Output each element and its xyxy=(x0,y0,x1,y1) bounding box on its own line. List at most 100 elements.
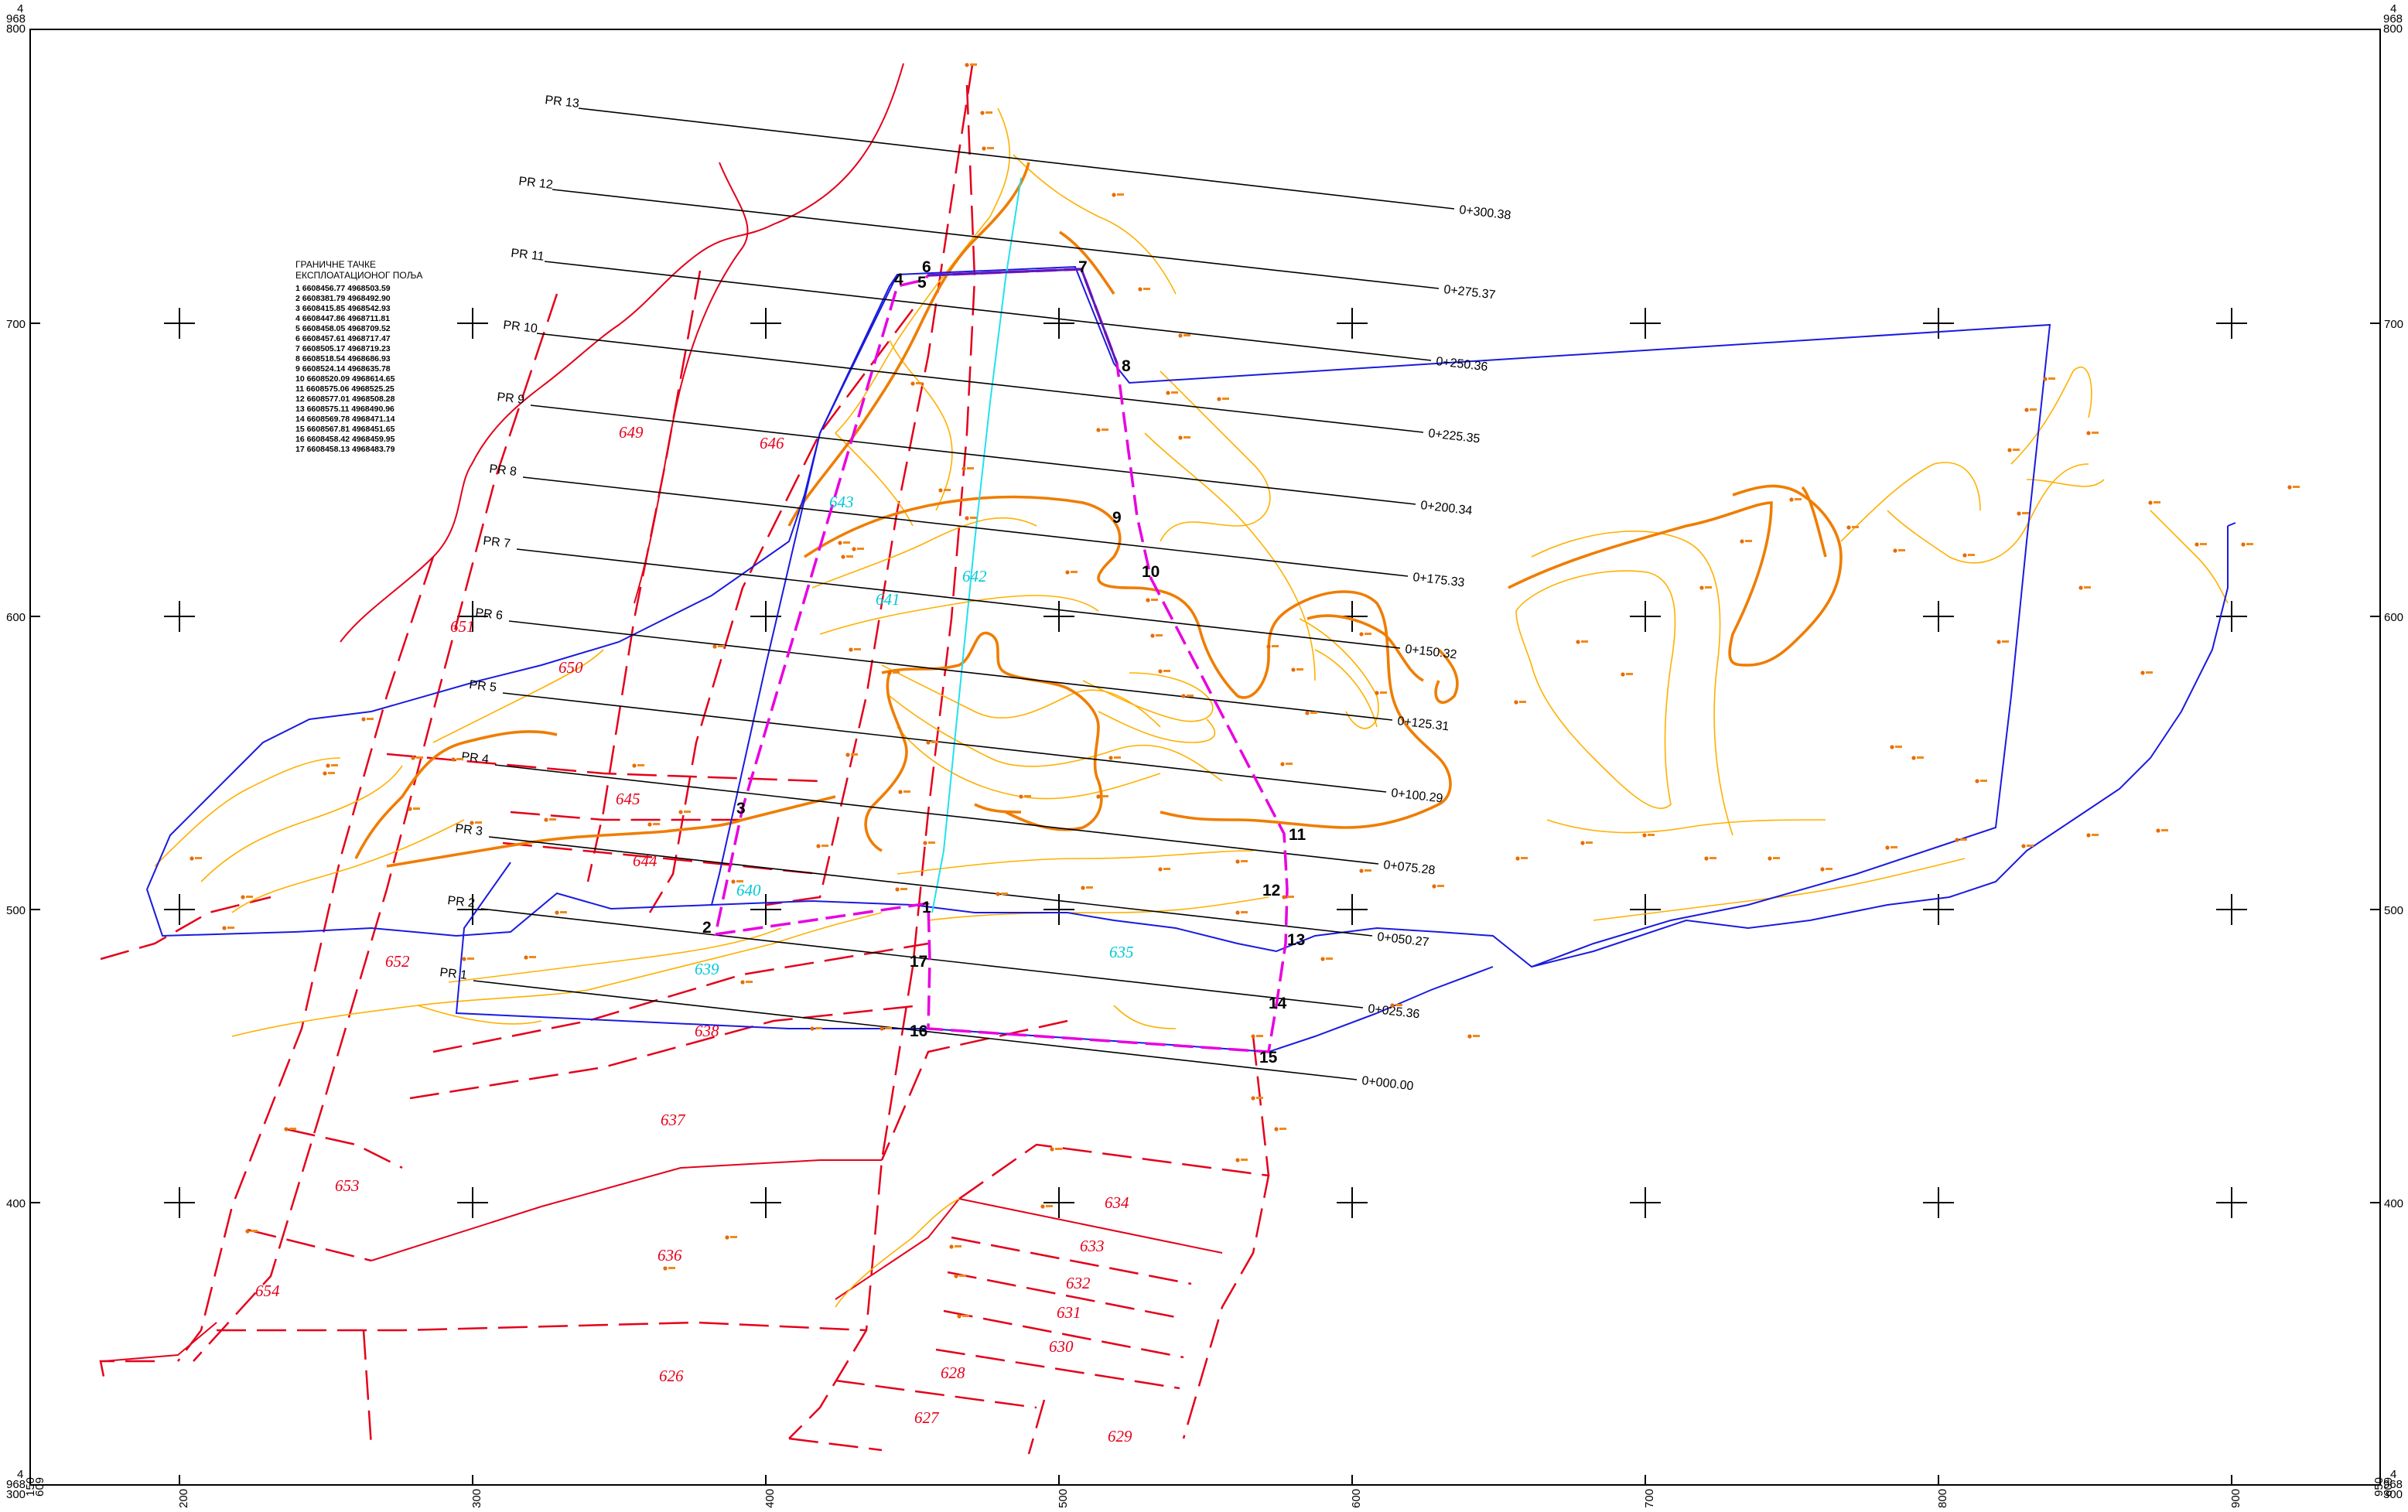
profile-station: 0+050.27 xyxy=(1377,930,1430,949)
legend-row: 7 6608505.17 4968719.23 xyxy=(295,344,391,353)
spot-height-mark xyxy=(996,892,1008,896)
spot-height-mark xyxy=(2241,542,2253,547)
profile-station: 0+300.38 xyxy=(1459,203,1512,223)
contour-line xyxy=(889,695,1223,782)
contour-line xyxy=(1098,711,1216,743)
y-axis-labels: 700 600 500 400 700 600 500 400 xyxy=(6,318,2403,1210)
contour-line-major xyxy=(1059,230,1115,295)
grid-cross xyxy=(2216,308,2247,339)
contour-line xyxy=(1840,462,1981,542)
parcel-line xyxy=(586,270,702,882)
spot-height-mark xyxy=(462,957,474,961)
spot-height-mark xyxy=(712,644,725,649)
contour-line-major xyxy=(742,795,836,821)
parcel-boundaries xyxy=(99,63,1270,1455)
boundary-point-label: 16 xyxy=(910,1022,927,1040)
legend: ГРАНИЧНЕ ТАЧКЕ ЕКСПЛОАТАЦИОНОГ ПОЉА 1 66… xyxy=(295,259,422,454)
parcel-label: 627 xyxy=(914,1408,940,1427)
parcel-line xyxy=(362,1329,373,1447)
contour-line xyxy=(417,1005,542,1025)
grid-cross xyxy=(1923,601,1954,632)
spot-height-mark xyxy=(1150,633,1163,638)
x-label-800: 800 xyxy=(1936,1489,1949,1508)
contour-line-major xyxy=(1508,484,1843,667)
contours-major xyxy=(354,162,1843,868)
legend-row: 10 6608520.09 4968614.65 xyxy=(295,374,395,384)
parcel-label: 631 xyxy=(1057,1303,1081,1322)
legend-row: 9 6608524.14 4968635.78 xyxy=(295,364,391,374)
contour-line xyxy=(1546,819,1826,834)
spot-height-mark xyxy=(1138,287,1150,292)
boundary-point-label: 8 xyxy=(1122,357,1131,375)
spot-height-mark xyxy=(2024,408,2037,412)
spot-height-mark xyxy=(2086,833,2099,838)
parcel-label: 633 xyxy=(1080,1237,1105,1255)
spot-height-mark xyxy=(838,541,850,545)
spot-height-mark xyxy=(411,756,423,760)
spot-height-mark xyxy=(1515,856,1528,861)
boundary-point-label: 7 xyxy=(1078,258,1088,276)
x-label-corner-right-2: 609 xyxy=(2382,1477,2395,1497)
spot-height-mark xyxy=(1642,833,1655,838)
contour-line xyxy=(1113,1005,1177,1029)
spot-height-mark xyxy=(2140,671,2153,675)
spot-height-mark xyxy=(1789,497,1802,502)
parcel-line xyxy=(648,309,914,913)
profile-line: PR 13 0+300.38 xyxy=(545,94,1512,223)
contour-line xyxy=(1299,618,1379,729)
grid-cross xyxy=(750,894,781,925)
contour-line-major xyxy=(386,818,743,868)
contour-line xyxy=(1531,531,1733,836)
legend-row: 6 6608457.61 4968717.47 xyxy=(295,334,391,343)
spot-height-mark xyxy=(1740,539,1752,544)
x-label-corner-left: 150 xyxy=(24,1477,37,1497)
spot-height-mark xyxy=(980,111,992,115)
spot-height-mark xyxy=(1235,910,1248,915)
spot-height-mark xyxy=(1375,691,1387,695)
spot-height-mark xyxy=(816,844,828,848)
corner-tr-2: 968 xyxy=(2383,12,2403,26)
boundary-point-label: 3 xyxy=(736,800,746,817)
spot-height-mark xyxy=(1266,644,1279,649)
contour-line xyxy=(1593,858,1966,921)
spot-height-mark xyxy=(1467,1034,1480,1039)
boundary-polygon xyxy=(713,268,1289,1053)
contour-line-major xyxy=(354,730,558,859)
boundary-point-label: 12 xyxy=(1262,882,1280,899)
spot-height-mark xyxy=(408,807,420,811)
grid-cross xyxy=(164,308,195,339)
spot-height-mark xyxy=(663,1266,675,1271)
y-label-700-left: 700 xyxy=(6,318,26,331)
profile-line: PR 9 0+200.34 xyxy=(497,391,1474,517)
corner-tl-2: 968 xyxy=(6,12,26,26)
spot-height-mark xyxy=(957,1314,969,1319)
y-label-400-left: 400 xyxy=(6,1197,26,1210)
spot-height-mark xyxy=(1112,193,1124,197)
profile-station: 0+225.35 xyxy=(1428,427,1481,445)
spot-height-mark xyxy=(1040,1204,1053,1209)
contour-line xyxy=(2026,479,2105,487)
profile-station: 0+200.34 xyxy=(1420,499,1474,517)
corner-bl-2: 968 xyxy=(6,1478,26,1491)
profile-line: PR 12 0+275.37 xyxy=(518,175,1497,302)
spot-height-mark xyxy=(1096,428,1108,432)
spot-height-mark xyxy=(1146,598,1158,602)
boundary-point-label: 17 xyxy=(910,953,927,971)
x-label-400: 400 xyxy=(763,1489,777,1508)
corner-br-3: 300 xyxy=(2383,1488,2403,1501)
grid-cross xyxy=(1630,894,1661,925)
spot-height-mark xyxy=(1251,1096,1263,1101)
profile-station: 0+275.37 xyxy=(1443,283,1497,302)
field-outline-east-end xyxy=(2227,522,2236,527)
spot-height-mark xyxy=(1217,397,1229,401)
parcel-line xyxy=(951,1236,1192,1285)
spot-height-mark xyxy=(678,810,691,814)
parcel-line xyxy=(217,1321,867,1332)
parcel-label-cyan: 642 xyxy=(962,567,987,585)
parcel-line xyxy=(880,1019,1068,1161)
spot-height-mark xyxy=(190,856,202,861)
profile-line: PR 5 0+100.29 xyxy=(469,678,1444,805)
spot-height-mark xyxy=(361,717,374,722)
grid-cross xyxy=(1043,308,1074,339)
